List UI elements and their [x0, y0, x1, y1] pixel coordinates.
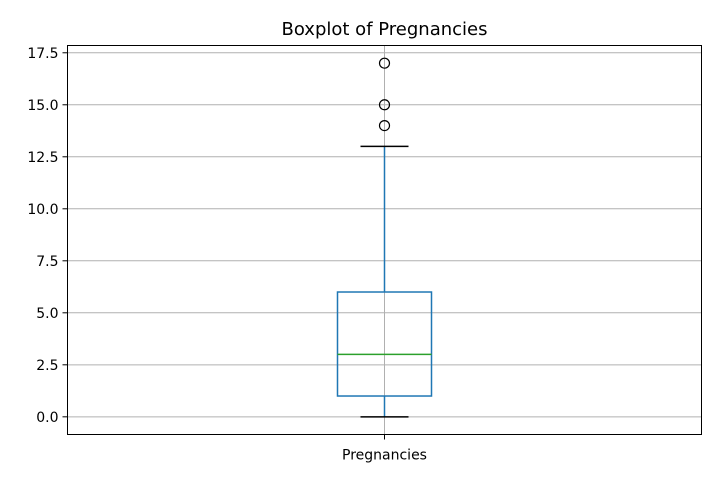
axes: 0.0 2.5 5.0 7.5 10.0 12.5 15.0 17.5 Pregnancies: [27, 46, 427, 464]
outlier-point: [378, 119, 391, 132]
y-tick-label: 10.0: [27, 202, 58, 218]
y-tick-label: 12.5: [27, 150, 58, 166]
y-tick-label: 2.5: [36, 358, 58, 374]
plot-area: [336, 57, 433, 418]
y-tick-label: 17.5: [27, 46, 58, 62]
outlier-point: [378, 57, 391, 69]
x-tick-label: Pregnancies: [342, 448, 427, 464]
y-tick-label: 5.0: [36, 306, 58, 322]
outlier-point: [378, 99, 391, 111]
y-tick-label: 15.0: [27, 98, 58, 114]
chart-title: Boxplot of Pregnancies: [282, 19, 488, 40]
y-tick-label: 0.0: [36, 410, 58, 426]
y-tick-label: 7.5: [36, 254, 58, 270]
iqr-box: [336, 291, 433, 397]
